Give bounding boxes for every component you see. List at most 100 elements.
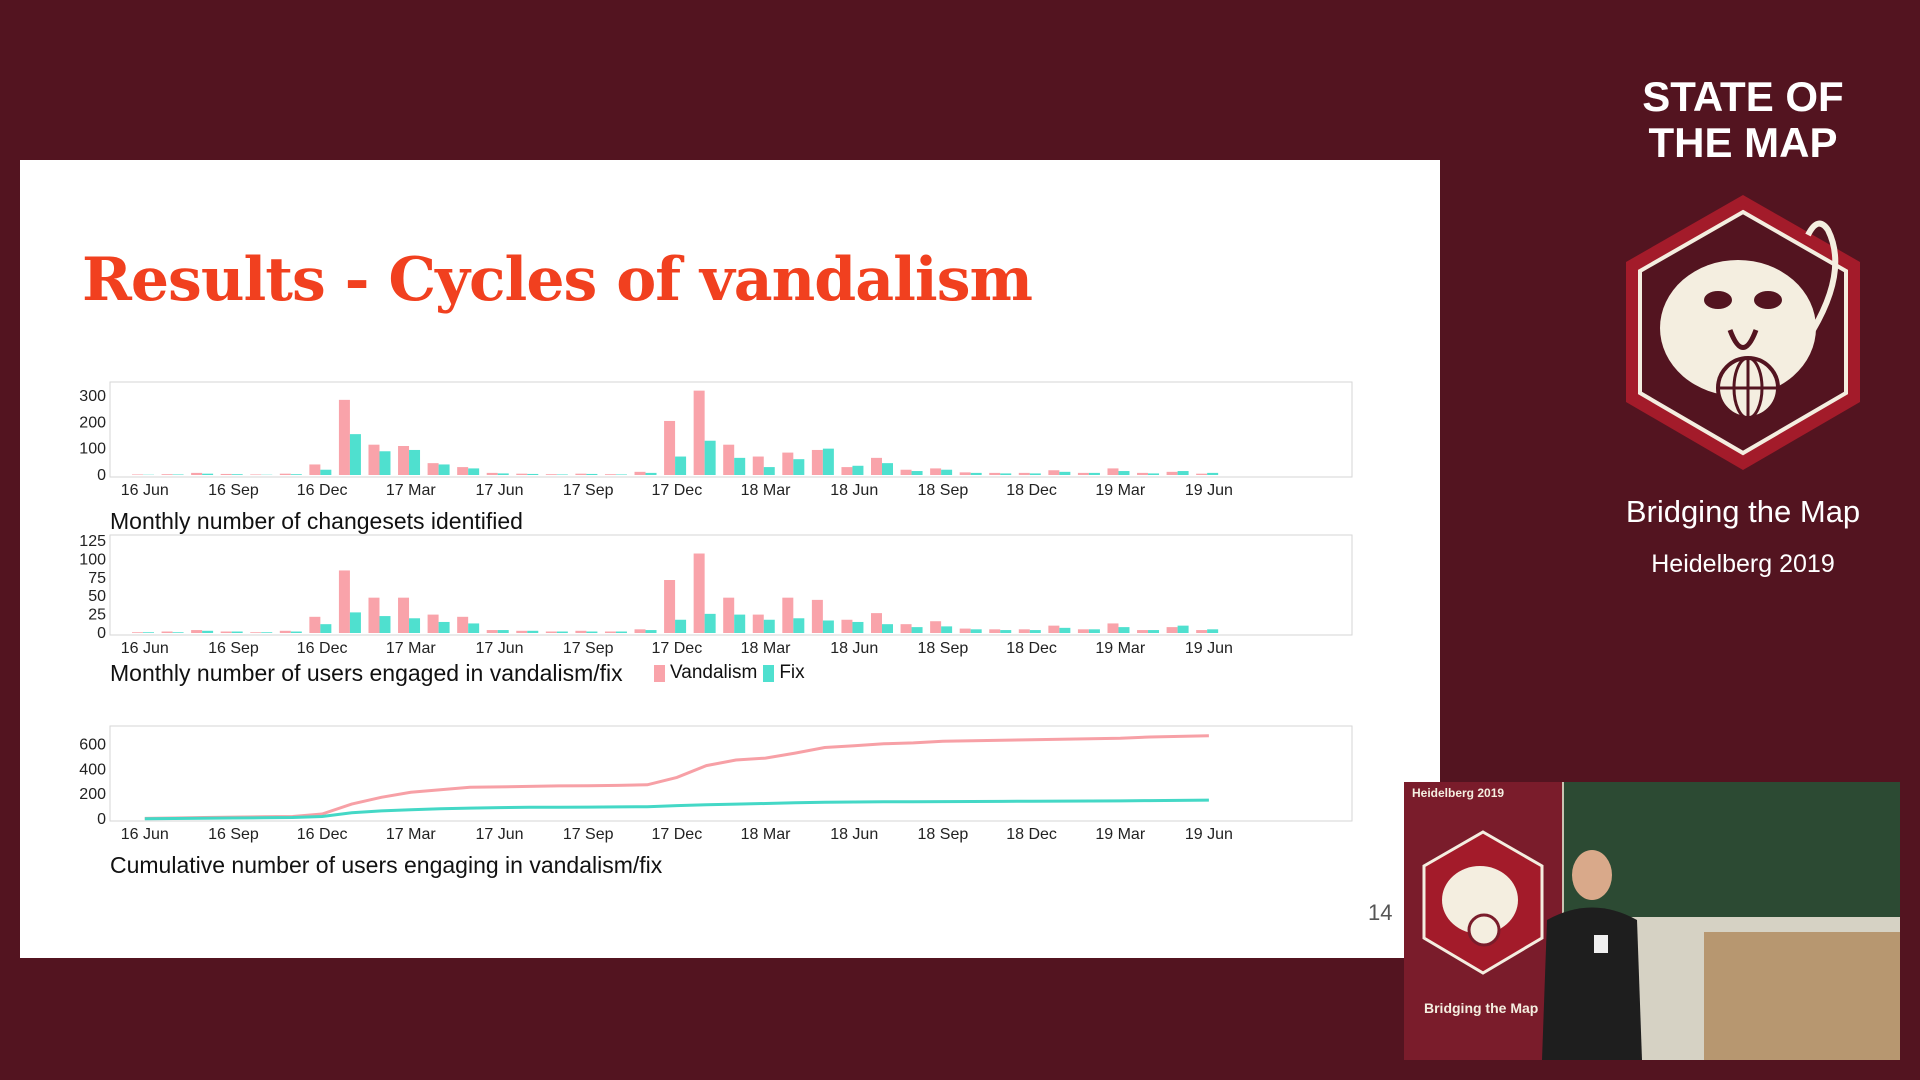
chart-0-bar-fix xyxy=(320,469,332,475)
chart-0-bar-fix xyxy=(1177,471,1189,475)
chart-1-bar-fix xyxy=(941,626,953,633)
chart-1-bar-vandalism xyxy=(1107,623,1119,633)
chart-1-bar-fix xyxy=(172,632,184,633)
chart-1-xtick: 18 Jun xyxy=(830,640,878,657)
chart-2-xtick: 16 Sep xyxy=(208,826,259,843)
chart-0-xtick: 18 Jun xyxy=(830,482,878,499)
speaker-figure xyxy=(1542,850,1642,1060)
chart-1-bar-fix xyxy=(556,631,568,633)
chart-1-bar-fix xyxy=(261,632,273,633)
chart-2-ytick: 600 xyxy=(79,736,106,753)
chart-2-frame xyxy=(109,725,1353,822)
chart-1-bar-vandalism xyxy=(457,616,469,633)
chart-1-bar-vandalism xyxy=(782,597,794,633)
chart-0-bar-fix xyxy=(231,474,243,475)
chart-0-bar-fix xyxy=(1029,473,1041,475)
chart-0-bar-vandalism xyxy=(900,469,912,475)
chart-0-bar-vandalism xyxy=(161,474,173,475)
chart-1-bar-fix xyxy=(1059,627,1071,633)
chart-1-bar-fix xyxy=(231,631,243,633)
chart-1-bar-vandalism xyxy=(545,631,557,633)
chart-1-bar-fix xyxy=(497,630,509,633)
chart-0-xtick: 18 Sep xyxy=(918,482,969,499)
chart-1-bar-vandalism xyxy=(398,597,410,633)
chart-0-bar-fix xyxy=(438,464,450,475)
chart-0-bar-fix xyxy=(734,457,746,475)
slide-number: 14 xyxy=(1368,900,1393,925)
video-chalkboard xyxy=(1564,782,1900,917)
chart-1-bar-vandalism xyxy=(309,616,321,633)
chart-1-bar-fix xyxy=(970,629,982,633)
chart-0-bar-fix xyxy=(704,440,716,475)
chart-1-bar-fix xyxy=(615,631,627,633)
chart-2-xtick: 19 Mar xyxy=(1095,826,1145,843)
chart-1-bar-vandalism xyxy=(220,631,232,633)
chart-0-bar-vandalism xyxy=(811,449,823,475)
chart-0-xtick: 17 Mar xyxy=(386,482,436,499)
chart-1-bar-vandalism xyxy=(279,630,291,633)
chart-0-bar-vandalism xyxy=(1077,472,1089,475)
chart-1-ytick: 125 xyxy=(79,533,106,550)
chart-1-bar-vandalism xyxy=(723,597,735,633)
chart-1-bar-vandalism xyxy=(132,632,143,633)
chart-1-bar-fix xyxy=(1000,630,1012,633)
chart-1-xtick: 17 Sep xyxy=(563,640,614,657)
chart-0-bar-fix xyxy=(497,473,509,475)
brand-line-1: STATE OF xyxy=(1642,73,1844,120)
chart-1-bar-vandalism xyxy=(338,570,350,633)
chart-1-bar-fix xyxy=(675,619,687,633)
chart-1-xtick: 16 Sep xyxy=(208,640,259,657)
brand-event: Heidelberg 2019 xyxy=(1651,550,1835,578)
chart-1-bar-fix xyxy=(852,621,864,633)
chart-0-bar-vandalism xyxy=(1137,472,1149,475)
chart-1-bar-fix xyxy=(143,632,154,633)
chart-1-xtick: 17 Dec xyxy=(652,640,703,657)
chart-0-bar-fix xyxy=(882,463,893,475)
chart-2-xtick: 18 Sep xyxy=(918,826,969,843)
chart-0-bar-vandalism xyxy=(279,473,291,475)
chart-1-bar-fix xyxy=(763,619,775,633)
sotm-logo-icon xyxy=(1626,195,1860,470)
chart-2-xtick: 18 Dec xyxy=(1006,826,1057,843)
chart-0-bar-fix xyxy=(468,468,480,475)
speaker-video-feed: Heidelberg 2019 Bridging the Map xyxy=(1404,782,1900,1060)
chart-1-bar-fix xyxy=(202,630,214,633)
chart-0-bar-fix xyxy=(675,456,687,475)
video-banner-logo-icon xyxy=(1422,830,1544,975)
chart-1-bar-fix xyxy=(409,618,421,633)
chart-title-cumulative: Cumulative number of users engaging in v… xyxy=(110,852,663,878)
chart-0-bar-vandalism xyxy=(191,472,203,475)
chart-0-bar-vandalism xyxy=(398,446,410,475)
chart-0-bar-fix xyxy=(202,473,214,475)
chart-0-bar-vandalism xyxy=(959,472,971,475)
chart-1-bar-fix xyxy=(468,623,480,633)
chart-0-bar-vandalism xyxy=(664,420,676,475)
chart-0-bar-vandalism xyxy=(132,474,143,475)
chart-1-frame xyxy=(109,534,1353,636)
slide-title: Results - Cycles of vandalism xyxy=(82,245,1033,315)
chart-1-bar-vandalism xyxy=(161,631,173,633)
chart-1-bar-vandalism xyxy=(1166,627,1178,633)
chart-1-bar-fix xyxy=(793,618,805,633)
chart-1-bar-fix xyxy=(1029,630,1041,633)
chart-0-bar-fix xyxy=(1118,471,1130,475)
chart-0-bar-fix xyxy=(290,474,302,475)
chart-1-ytick: 25 xyxy=(88,607,106,624)
chart-2-ytick: 200 xyxy=(79,786,106,803)
chart-0-bar-vandalism xyxy=(338,399,350,475)
chart-1-bar-vandalism xyxy=(486,630,498,633)
chart-0-bar-vandalism xyxy=(427,463,439,475)
chart-1-bar-vandalism xyxy=(604,631,616,633)
chart-1-bar-vandalism xyxy=(1196,630,1208,633)
chart-1-xtick: 19 Jun xyxy=(1185,640,1233,657)
chart-1-bar-fix xyxy=(911,627,923,633)
chart-1-bar-fix xyxy=(822,620,834,633)
chart-0-bar-vandalism xyxy=(782,452,794,475)
chart-1-bar-fix xyxy=(882,624,893,633)
chart-1-bar-vandalism xyxy=(664,580,676,633)
chart-0-bar-fix xyxy=(172,474,184,475)
chart-0-xtick: 17 Dec xyxy=(652,482,703,499)
chart-0-xtick: 19 Jun xyxy=(1185,482,1233,499)
legend-vandalism-label: Vandalism xyxy=(670,662,758,683)
chart-1-xtick: 16 Dec xyxy=(297,640,348,657)
